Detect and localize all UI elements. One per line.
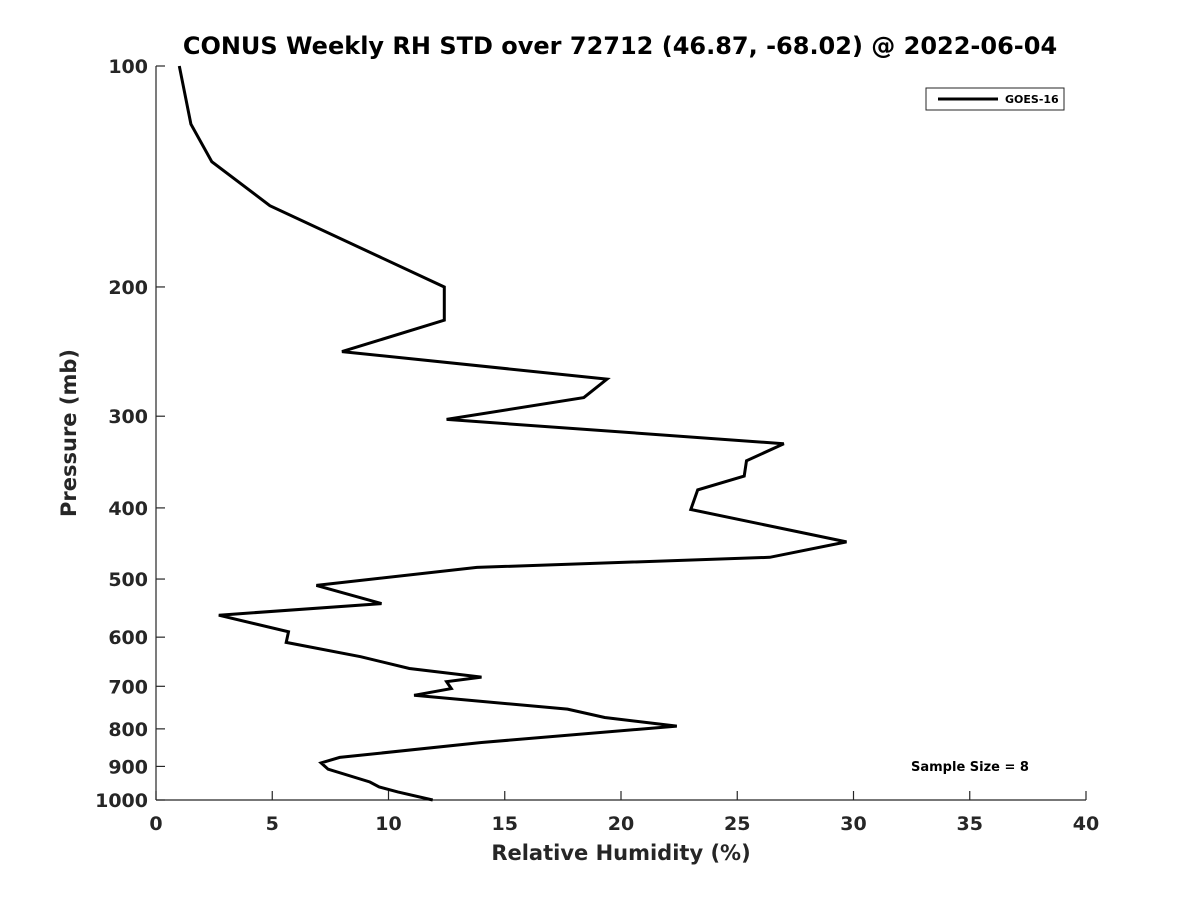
x-tick-label: 10 [375, 813, 401, 835]
y-tick-label: 300 [108, 406, 148, 428]
y-tick-label: 800 [108, 719, 148, 741]
x-tick-label: 5 [266, 813, 279, 835]
x-tick-label: 40 [1073, 813, 1099, 835]
y-tick-label: 1000 [95, 790, 148, 812]
legend-label-goes-16: GOES-16 [1005, 93, 1059, 106]
x-tick-label: 0 [149, 813, 162, 835]
y-axis-ticks: 100 200 300 400 500 600 700 800 900 1000 [95, 56, 165, 812]
x-axis-label: Relative Humidity (%) [491, 841, 750, 865]
chart-title: CONUS Weekly RH STD over 72712 (46.87, -… [183, 32, 1057, 60]
y-tick-label: 200 [108, 277, 148, 299]
x-tick-label: 20 [608, 813, 634, 835]
x-tick-label: 30 [840, 813, 866, 835]
x-tick-label: 15 [492, 813, 518, 835]
sample-size-annotation: Sample Size = 8 [911, 760, 1029, 775]
y-tick-label: 900 [108, 756, 148, 778]
x-tick-label: 25 [724, 813, 750, 835]
y-tick-label: 400 [108, 498, 148, 520]
series-line-goes-16 [177, 65, 847, 802]
y-axis-label: Pressure (mb) [57, 349, 81, 517]
series-group [177, 65, 847, 802]
x-tick-label: 35 [957, 813, 983, 835]
y-tick-label: 700 [108, 676, 148, 698]
y-tick-label: 100 [108, 56, 148, 78]
y-tick-label: 500 [108, 569, 148, 591]
legend: GOES-16 [925, 87, 1065, 111]
x-axis-ticks: 0 5 10 15 20 25 30 35 40 [149, 791, 1099, 835]
y-tick-label: 600 [108, 627, 148, 649]
